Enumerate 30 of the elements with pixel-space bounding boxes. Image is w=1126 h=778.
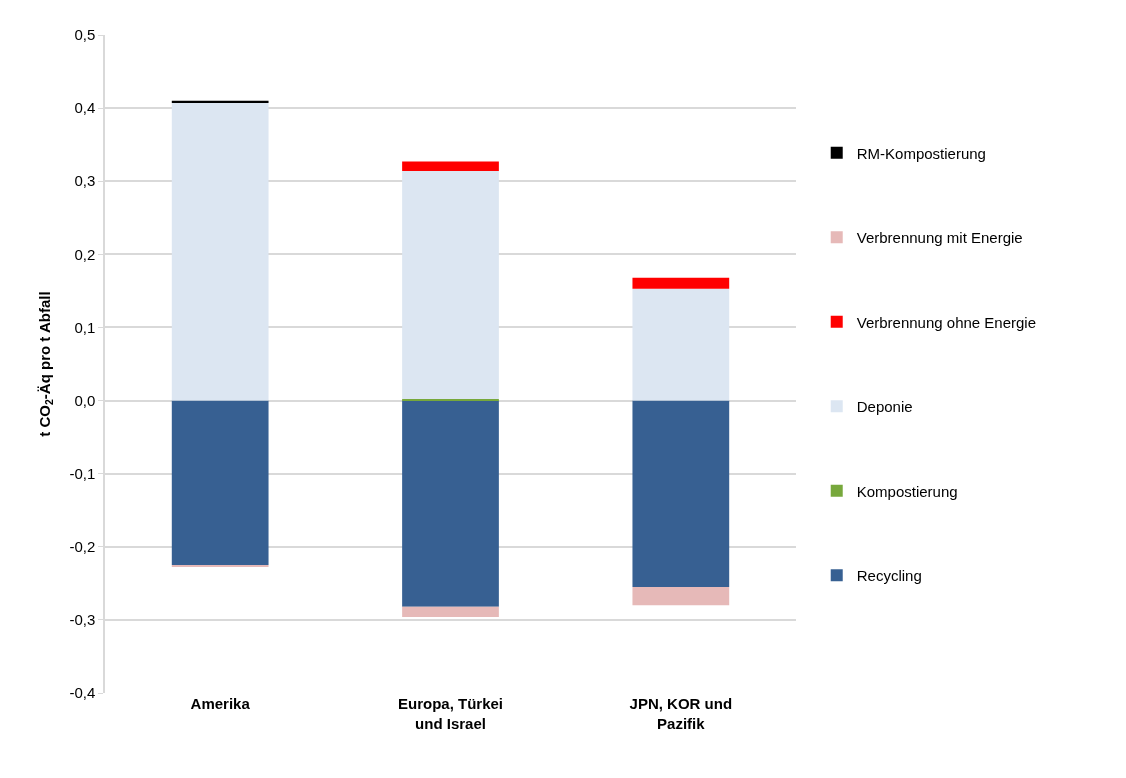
y-tick-label: 0,4 [74,99,96,117]
y-tick-label: -0,1 [69,464,96,482]
legend-label: RM-Kompostierung [856,144,986,162]
bar [171,102,269,401]
y-tick-label: 0,0 [74,391,96,409]
bar [402,161,499,171]
legend-label: Verbrennung ohne Energie [856,313,1037,331]
y-tick-label: -0,2 [69,538,96,556]
bar [632,586,730,606]
bar [171,100,269,103]
y-tick-label: 0,2 [74,245,96,263]
y-tick-label: 0,3 [74,172,96,190]
legend-label: Recycling [856,567,922,585]
y-tick-label: 0,1 [74,318,96,336]
y-tick-label: -0,4 [69,684,96,702]
y-tick-label: 0,5 [74,26,96,44]
y-tick-label: -0,3 [69,611,96,629]
bar [402,400,499,607]
x-tick-label: JPN, KOR und Pazifik [629,695,733,732]
legend-label: Verbrennung mit Energie [856,229,1023,247]
bar [402,170,499,400]
x-tick-label: Europa, Türkei und Israel [397,695,504,732]
bar [632,400,730,587]
bar [632,277,730,289]
bar [171,400,269,566]
bar [632,288,730,401]
x-tick-label: Amerika [190,695,251,712]
legend-label: Deponie [856,398,913,416]
bar [402,606,499,617]
legend-label: Kompostierung [856,482,958,500]
